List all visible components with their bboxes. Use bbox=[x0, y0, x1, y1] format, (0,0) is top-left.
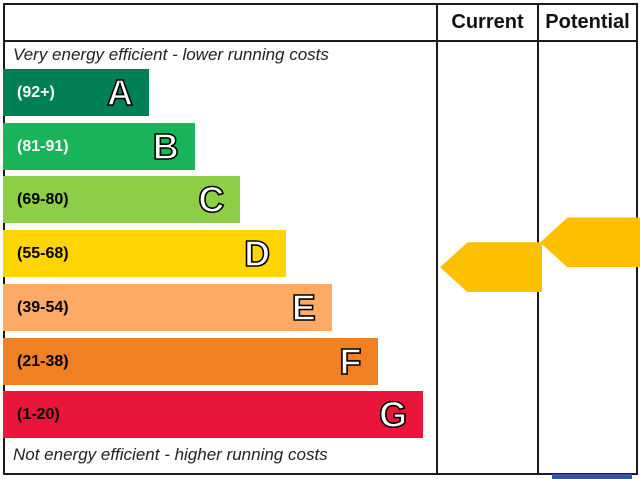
band-range-label: (21-38) bbox=[17, 352, 69, 370]
current-rating-arrow: 56 bbox=[440, 242, 543, 293]
band-f: (21-38) F bbox=[3, 337, 378, 385]
frame-bottom bbox=[3, 473, 637, 475]
band-range-label: (1-20) bbox=[17, 406, 60, 424]
potential-header: Potential bbox=[545, 11, 630, 33]
band-a: (92+) A bbox=[3, 69, 149, 116]
bottom-caption: Not energy efficient - higher running co… bbox=[13, 445, 328, 464]
band-letter: E bbox=[291, 286, 317, 329]
band-range-label: (92+) bbox=[17, 84, 55, 101]
band-range-label: (55-68) bbox=[17, 245, 69, 263]
frame-col-divider-2 bbox=[537, 3, 539, 475]
band-range-label: (39-54) bbox=[17, 298, 69, 316]
band-letter: C bbox=[198, 179, 226, 222]
potential-rating-arrow: 66 bbox=[540, 217, 640, 268]
band-letter: A bbox=[106, 71, 134, 114]
band-g: (1-20) G bbox=[3, 391, 424, 439]
frame-top bbox=[3, 3, 637, 5]
band-range-label: (81-91) bbox=[17, 137, 69, 155]
band-letter: F bbox=[339, 340, 363, 383]
bottom-tab-decoration bbox=[552, 474, 632, 479]
band-e: (39-54) E bbox=[3, 283, 332, 331]
top-caption: Very energy efficient - lower running co… bbox=[13, 45, 329, 64]
current-header: Current bbox=[451, 11, 524, 33]
band-letter: B bbox=[152, 125, 180, 168]
band-letter: D bbox=[243, 232, 271, 275]
band-b: (81-91) B bbox=[3, 122, 195, 170]
frame-header-divider bbox=[3, 40, 637, 42]
band-c: (69-80) C bbox=[3, 176, 241, 224]
frame-col-divider-1 bbox=[436, 3, 438, 475]
band-letter: G bbox=[378, 393, 408, 436]
band-d: (55-68) D bbox=[3, 230, 287, 278]
band-range-label: (69-80) bbox=[17, 191, 69, 209]
